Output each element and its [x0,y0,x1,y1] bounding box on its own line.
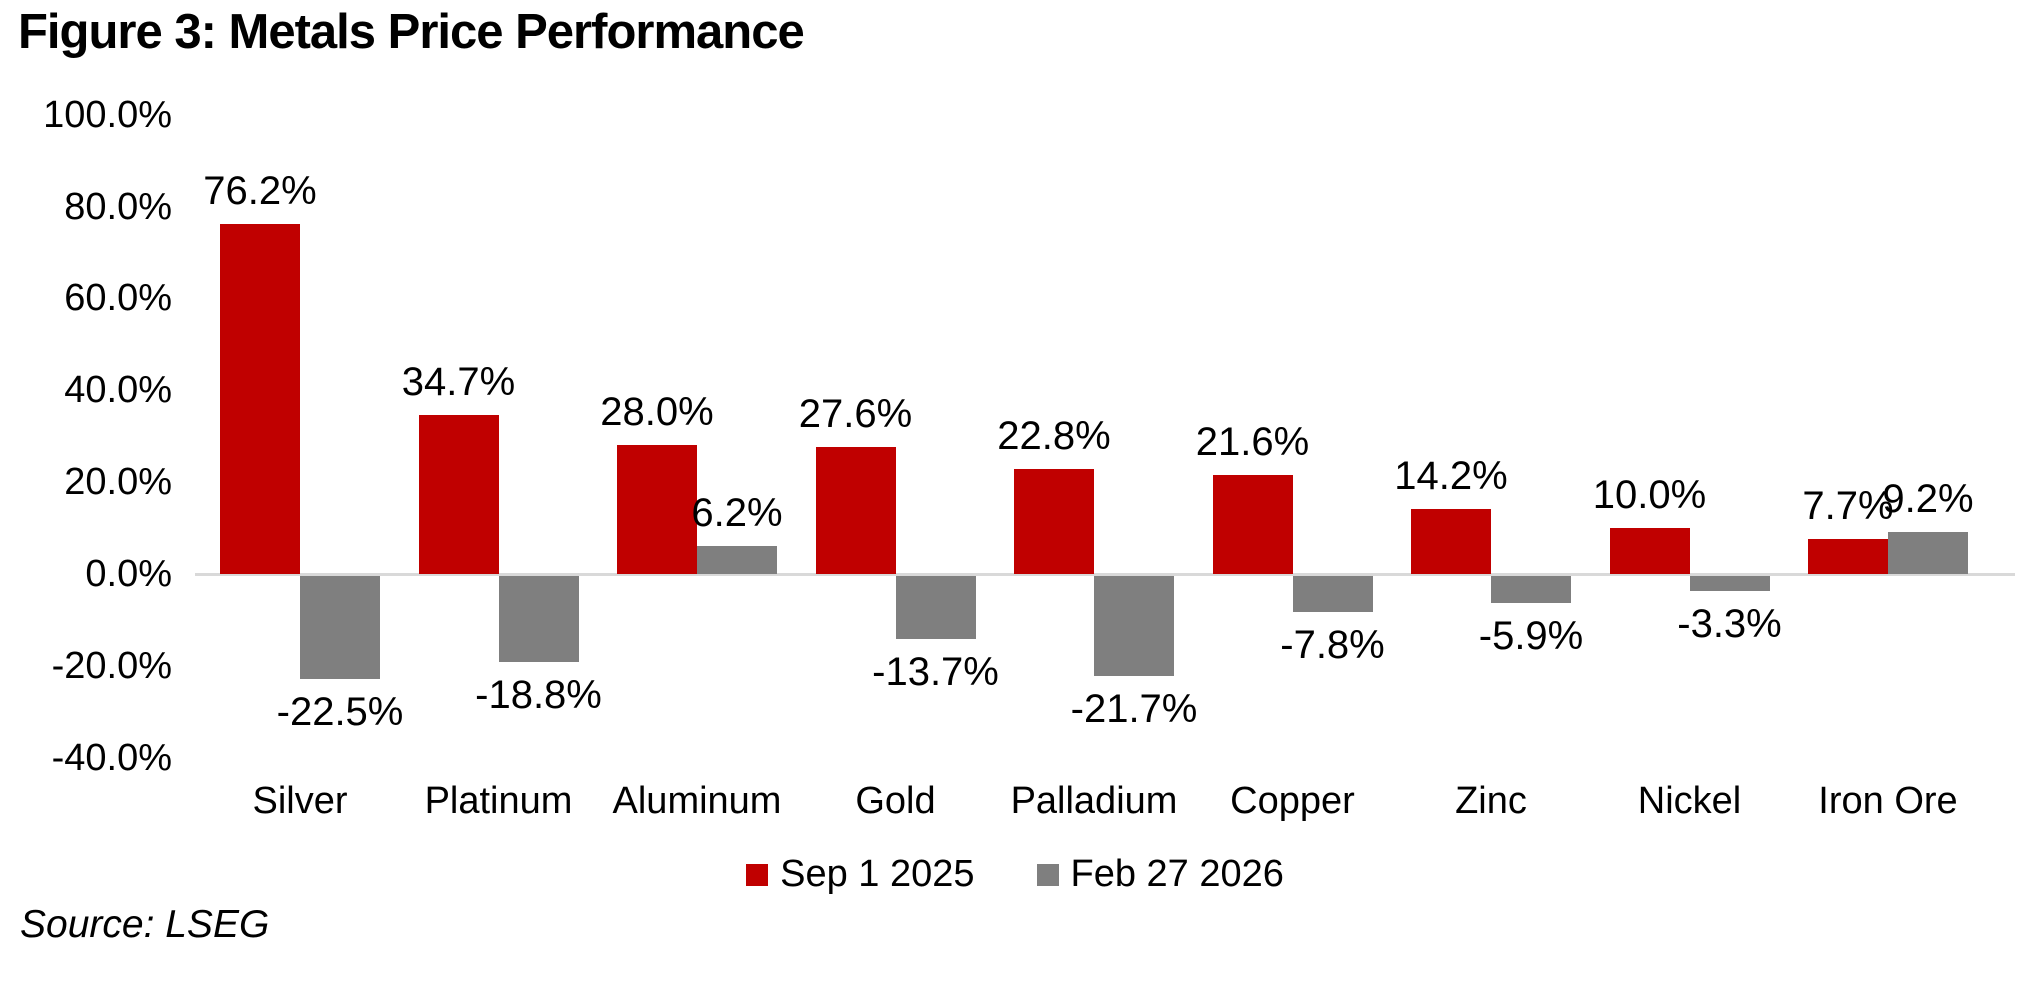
y-axis-tick-100.0%: 100.0% [43,93,172,136]
value-label-palladium-feb-27-2026: -21.7% [1070,686,1198,731]
bar-nickel-feb-27-2026 [1689,576,1770,592]
bar-zinc-feb-27-2026 [1491,576,1571,604]
category-label-iron-ore: Iron Ore [1818,780,1958,822]
value-label-gold-feb-27-2026: -13.7% [872,649,999,694]
y-axis-tick-0.0%: 0.0% [85,553,172,595]
value-label-copper-sep-1-2025: 21.6% [1195,419,1310,464]
value-label-platinum-feb-27-2026: -18.8% [475,673,602,718]
value-label-aluminum-sep-1-2025: 28.0% [600,390,714,435]
value-label-iron-ore-sep-1-2025: 7.7% [1802,483,1894,528]
bar-palladium-feb-27-2026 [1094,576,1174,676]
legend-swatch-red-icon [746,863,769,886]
bar-silver-feb-27-2026 [300,576,380,680]
bar-gold-sep-1-2025 [815,447,896,574]
legend-swatch-gray-icon [1036,863,1059,886]
category-label-platinum: Platinum [424,780,573,822]
category-label-aluminum: Aluminum [612,780,782,822]
y-axis-tick-60.0%: 60.0% [64,277,172,320]
bar-iron-ore-feb-27-2026 [1888,531,1968,574]
bar-zinc-sep-1-2025 [1411,508,1491,574]
y-axis-tick-20.0%: 20.0% [64,461,172,504]
y-axis-tick--20.0%: -20.0% [51,644,172,687]
value-label-silver-feb-27-2026: -22.5% [276,690,404,735]
category-label-gold: Gold [855,780,936,822]
value-label-aluminum-feb-27-2026: 6.2% [691,490,783,535]
legend-label-sep-1-2025: Sep 1 2025 [780,853,975,895]
category-label-nickel: Nickel [1637,780,1742,822]
value-label-iron-ore-feb-27-2026: 9.2% [1882,476,1974,521]
zero-baseline [195,573,2015,576]
category-label-silver: Silver [252,780,348,822]
category-label-palladium: Palladium [1010,780,1178,822]
value-label-gold-sep-1-2025: 27.6% [798,392,913,437]
y-axis-tick-40.0%: 40.0% [64,369,172,412]
bar-gold-feb-27-2026 [895,576,976,639]
category-label-zinc: Zinc [1455,780,1527,822]
value-label-silver-sep-1-2025: 76.2% [203,169,317,213]
category-label-copper: Copper [1230,780,1355,822]
bar-aluminum-feb-27-2026 [697,545,777,574]
bar-silver-sep-1-2025 [220,224,300,574]
legend-label-feb-27-2026: Feb 27 2026 [1070,853,1284,895]
bar-palladium-sep-1-2025 [1014,469,1094,574]
value-label-zinc-feb-27-2026: -5.9% [1478,614,1584,659]
bar-iron-ore-sep-1-2025 [1808,538,1888,574]
value-label-copper-feb-27-2026: -7.8% [1280,622,1385,667]
bar-copper-sep-1-2025 [1212,474,1293,574]
bar-aluminum-sep-1-2025 [617,445,697,574]
bar-nickel-sep-1-2025 [1609,528,1690,574]
bar-copper-feb-27-2026 [1292,576,1373,612]
value-label-nickel-sep-1-2025: 10.0% [1592,473,1707,518]
value-label-palladium-sep-1-2025: 22.8% [997,414,1111,459]
value-label-platinum-sep-1-2025: 34.7% [401,359,516,404]
chart-legend: Sep 1 2025 Feb 27 2026 [0,853,2030,896]
legend-item-feb-27-2026: Feb 27 2026 [1036,853,1284,896]
y-axis-tick--40.0%: -40.0% [51,736,172,779]
y-axis-tick-80.0%: 80.0% [64,185,172,228]
bar-platinum-sep-1-2025 [418,414,499,574]
source-attribution: Source: LSEG [20,903,270,946]
legend-item-sep-1-2025: Sep 1 2025 [746,853,975,896]
value-label-zinc-sep-1-2025: 14.2% [1394,453,1508,498]
chart-title: Figure 3: Metals Price Performance [18,5,805,59]
value-label-nickel-feb-27-2026: -3.3% [1677,602,1782,647]
bar-platinum-feb-27-2026 [498,576,579,663]
